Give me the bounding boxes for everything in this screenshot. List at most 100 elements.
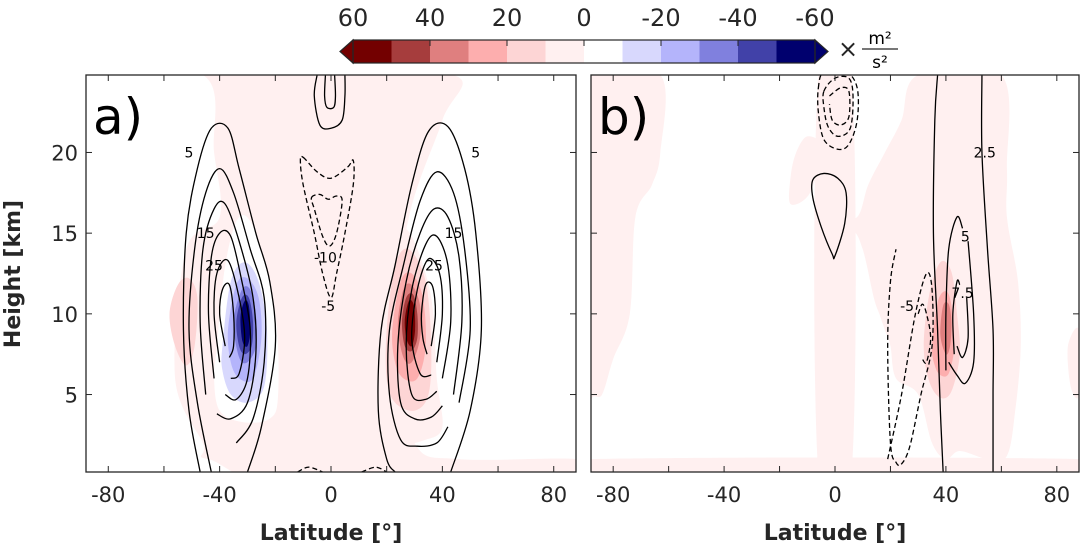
contour-line-positive <box>199 200 257 420</box>
colorbar-swatch <box>545 40 585 63</box>
contour-line-positive <box>810 172 848 260</box>
contour-line-positive <box>207 229 252 401</box>
contour-line-positive <box>218 282 235 358</box>
colorbar-swatch <box>776 40 816 63</box>
panel-b-axes: -80 -40 0 40 80 <box>590 74 1080 507</box>
colorbar: 60 40 20 0 -20 -40 -60 <box>338 4 835 65</box>
panel-b: 2.5 5 7.5 -5 -80 -40 0 40 80 b) Latitude [°] <box>590 74 1080 546</box>
colorbar-swatch <box>391 40 431 63</box>
contour-label: -5 <box>900 299 914 315</box>
x-tick-label: 0 <box>828 483 841 507</box>
contour-line-positive <box>323 75 337 110</box>
filled-contour-region <box>1067 327 1079 399</box>
x-tick-label: 80 <box>540 483 567 507</box>
contour-line-negative <box>917 303 932 364</box>
contour-line-negative <box>297 466 323 472</box>
colorbar-swatch <box>507 40 546 63</box>
contour-line-negative <box>822 75 854 137</box>
x-tick-label: -80 <box>91 483 125 507</box>
contour-label: 7.5 <box>951 286 973 302</box>
contour-label: -5 <box>321 299 335 315</box>
colorbar-tick-label: 40 <box>415 4 446 32</box>
contour-line-negative <box>310 193 343 247</box>
contour-line-positive <box>313 75 346 130</box>
panel-a-contour-lines <box>182 75 483 472</box>
x-tick-label: 40 <box>933 483 960 507</box>
filled-contour-region <box>276 75 576 472</box>
contour-line-positive <box>948 241 976 385</box>
filled-contour-region <box>591 75 666 472</box>
contour-line-negative <box>887 249 934 467</box>
panel-b-xlabel: Latitude [°] <box>764 521 907 546</box>
panel-a-axes: -80 -40 0 40 80 5 10 15 20 <box>51 74 577 507</box>
contour-label: 2.5 <box>974 145 996 161</box>
contour-line-positive <box>396 207 463 421</box>
contour-line-positive <box>956 297 969 359</box>
contour-line-positive <box>213 258 246 380</box>
contour-line-positive <box>377 122 483 472</box>
colorbar-tick-label: 60 <box>338 4 369 32</box>
contour-line-positive <box>945 215 964 371</box>
x-tick-label: -40 <box>707 483 741 507</box>
contour-line-positive <box>932 75 944 472</box>
colorbar-swatch <box>430 40 469 63</box>
contour-line-negative <box>299 155 355 299</box>
y-tick-label: 10 <box>51 303 78 327</box>
colorbar-tick-label: -60 <box>795 4 834 32</box>
colorbar-swatch <box>468 40 508 63</box>
filled-contour-region <box>404 299 416 347</box>
x-tick-label: 40 <box>429 483 456 507</box>
contour-line-negative <box>817 75 860 151</box>
contour-label: 5 <box>471 145 480 161</box>
colorbar-swatch <box>661 40 700 63</box>
colorbar-unit-prefix: × <box>838 35 858 63</box>
panel-b-label: b) <box>598 88 649 146</box>
contour-line-positive <box>420 281 437 355</box>
colorbar-swatch <box>699 40 739 63</box>
contour-line-positive <box>405 234 452 402</box>
y-tick-label: 20 <box>51 141 78 165</box>
contour-line-positive <box>952 279 961 355</box>
panel-b-contour-lines <box>810 75 995 472</box>
colorbar-tick-label: -40 <box>718 4 757 32</box>
contour-line-positive <box>980 75 995 472</box>
colorbar-swatch <box>738 40 777 63</box>
contour-line-positive <box>387 171 471 448</box>
x-tick-label: 0 <box>324 483 337 507</box>
contour-label: 5 <box>961 229 970 245</box>
contour-line-negative <box>828 86 851 126</box>
contour-label: 25 <box>425 258 443 274</box>
colorbar-tick-label: 0 <box>576 4 591 32</box>
panel-a-label: a) <box>93 88 143 146</box>
contour-line-positive <box>411 257 444 378</box>
contour-label: 15 <box>197 226 215 242</box>
contour-label: 25 <box>205 258 223 274</box>
colorbar-tick-label: 20 <box>492 4 523 32</box>
colorbar-extend-max-arrow <box>339 38 354 65</box>
colorbar-swatch <box>584 40 623 63</box>
contour-label: 15 <box>445 226 463 242</box>
contour-line-negative <box>361 466 387 472</box>
colorbar-extend-min-arrow <box>814 38 829 65</box>
x-tick-label: 80 <box>1043 483 1070 507</box>
colorbar-swatch <box>622 40 662 63</box>
contour-label: -10 <box>314 250 337 266</box>
contour-line-positive <box>182 122 277 472</box>
filled-contour-region <box>814 75 856 472</box>
panel-a-xlabel: Latitude [°] <box>260 521 403 546</box>
x-tick-label: -40 <box>202 483 236 507</box>
colorbar-tick-label: -20 <box>641 4 680 32</box>
colorbar-unit-denominator: s² <box>872 53 888 73</box>
y-tick-label: 5 <box>65 384 78 408</box>
contour-line-positive <box>188 167 267 472</box>
panel-b-contour-labels: 2.5 5 7.5 -5 <box>900 145 996 314</box>
contour-label: 5 <box>185 145 194 161</box>
colorbar-unit-numerator: m² <box>868 29 891 49</box>
x-tick-label: -80 <box>596 483 630 507</box>
y-tick-label: 15 <box>51 222 78 246</box>
filled-contour-region <box>788 136 822 205</box>
panel-a-ylabel: Height [km] <box>1 200 26 348</box>
